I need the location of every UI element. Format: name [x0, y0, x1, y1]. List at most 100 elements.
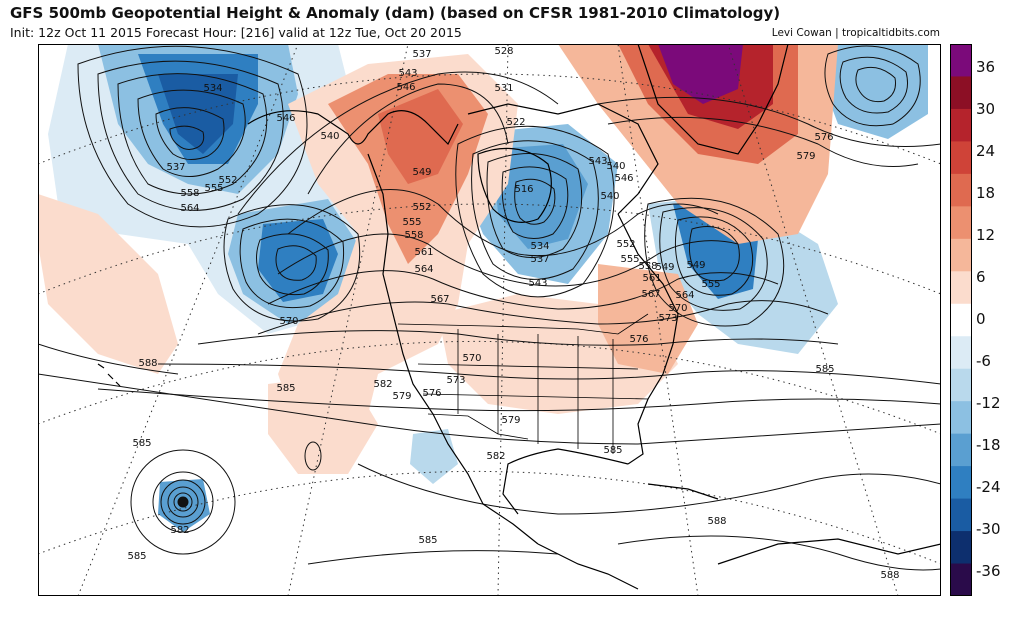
- political-borders: [397, 313, 649, 454]
- contour-label: 576: [422, 388, 441, 399]
- colorbar-tick-label: 36: [976, 58, 996, 76]
- coast-west-north-america: [367, 153, 539, 545]
- colorbar-swatch: [950, 368, 972, 402]
- contour-label: 585: [418, 535, 437, 546]
- contour-flow-561: [267, 270, 779, 310]
- contour-label: 546: [396, 82, 415, 93]
- colorbar-swatch: [950, 141, 972, 175]
- colorbar: [950, 44, 972, 596]
- border-us-canada: [397, 313, 649, 335]
- coast-gulf-of-mexico: [502, 448, 629, 515]
- map-subtitle: Init: 12z Oct 11 2015 Forecast Hour: [21…: [10, 25, 462, 40]
- contour-pacific-1: [223, 204, 361, 322]
- contour-label: 552: [616, 239, 635, 250]
- contour-cyclone-4: [167, 486, 199, 518]
- contour-pacific-2: [239, 218, 345, 309]
- contour-flow-555: [277, 233, 739, 287]
- contour-cyclone-1: [130, 449, 236, 555]
- colorbar-swatch: [950, 531, 972, 565]
- contour-label: 564: [675, 290, 694, 301]
- contour-flow-576b: [597, 96, 941, 147]
- colorbar-tick-label: 12: [976, 226, 996, 244]
- border-us-mexico: [427, 413, 529, 440]
- contour-label: 579: [501, 415, 520, 426]
- contour-label: 555: [402, 217, 421, 228]
- contour-label: 579: [796, 151, 815, 162]
- contour-label: 588: [707, 516, 726, 527]
- colorbar-swatch: [950, 206, 972, 240]
- contour-label: 555: [620, 254, 639, 265]
- colorbar-swatch: [950, 271, 972, 305]
- colorbar-swatch: [950, 401, 972, 435]
- contour-flow-582: [97, 388, 941, 412]
- contour-label: 540: [600, 191, 619, 202]
- coast-cuba: [647, 483, 719, 500]
- contour-label: 582: [170, 525, 189, 536]
- contour-cyclone-6: [177, 496, 189, 508]
- colorbar-swatch: [950, 44, 972, 77]
- contour-label: 534: [530, 241, 549, 252]
- contour-label: 516: [514, 184, 533, 195]
- contour-label: 546: [614, 173, 633, 184]
- contour-labrador-1: [644, 197, 785, 327]
- contour-labrador-3: [674, 216, 754, 296]
- contour-flow-585b: [357, 463, 941, 515]
- contour-label: 537: [530, 254, 549, 265]
- contour-label: 573: [446, 375, 465, 386]
- contour-label: 552: [218, 175, 237, 186]
- contour-flow-546: [237, 71, 559, 215]
- contour-label: 543: [398, 68, 417, 79]
- coast-central-america: [537, 543, 639, 590]
- coast-hawaii: [97, 363, 121, 387]
- contour-flow-585c: [307, 550, 559, 565]
- contour-label: 549: [655, 262, 674, 273]
- colorbar-tick-label: 30: [976, 100, 996, 118]
- credit-text: Levi Cowan | tropicaltidbits.com: [771, 27, 940, 39]
- colorbar-swatch: [950, 108, 972, 142]
- contour-flow-576: [157, 363, 941, 385]
- coastlines: [97, 44, 941, 590]
- contour-flow-588: [38, 343, 179, 375]
- contour-label: 528: [494, 46, 513, 57]
- contour-flow-537: [307, 83, 509, 195]
- contour-label: 549: [686, 260, 705, 271]
- coast-alaska: [247, 110, 459, 146]
- contour-label: 585: [132, 438, 151, 449]
- anomaly-mexico-low: [410, 429, 458, 484]
- positive-anomaly-shading: [38, 44, 838, 474]
- colorbar-tick-label: 18: [976, 184, 996, 202]
- colorbar-frame: [950, 44, 972, 596]
- anomaly-subtropical-ridge: [268, 374, 378, 474]
- contour-label: 558: [404, 230, 423, 241]
- colorbar-tick-label: -24: [976, 478, 1001, 496]
- contour-cyclone-5: [173, 492, 193, 512]
- anomaly-baffin-ridge-max: [658, 44, 743, 104]
- contour-label: 546: [276, 113, 295, 124]
- colorbar-swatch: [950, 303, 972, 337]
- coast-east-north-america: [617, 213, 679, 465]
- anomaly-hudson-bay-low-core: [493, 144, 588, 249]
- contour-label: 522: [506, 117, 525, 128]
- coast-south-america: [717, 538, 941, 565]
- contour-label: 558: [180, 188, 199, 199]
- contour-label: 588: [138, 358, 157, 369]
- contour-label: 585: [603, 445, 622, 456]
- contour-pacific-3: [256, 233, 329, 296]
- contour-aleutian-2: [97, 60, 284, 211]
- contour-hudson-3: [486, 153, 583, 258]
- contour-pacific-4: [275, 245, 317, 281]
- colorbar-swatch: [950, 498, 972, 532]
- anomaly-pacific-ridge: [38, 194, 178, 374]
- border-states-2: [417, 363, 649, 400]
- contour-label: 537: [412, 49, 431, 60]
- contour-aleutian-4: [137, 89, 246, 177]
- contour-label: 576: [814, 132, 833, 143]
- contour-labrador-2: [659, 207, 768, 311]
- contour-label: 576: [629, 334, 648, 345]
- contour-aleutian-3: [117, 73, 268, 195]
- contour-label: 561: [642, 273, 661, 284]
- contour-label: 549: [412, 167, 431, 178]
- coast-greenland: [637, 44, 789, 155]
- colorbar-swatch: [950, 76, 972, 110]
- colorbar-tick-label: 0: [976, 310, 986, 328]
